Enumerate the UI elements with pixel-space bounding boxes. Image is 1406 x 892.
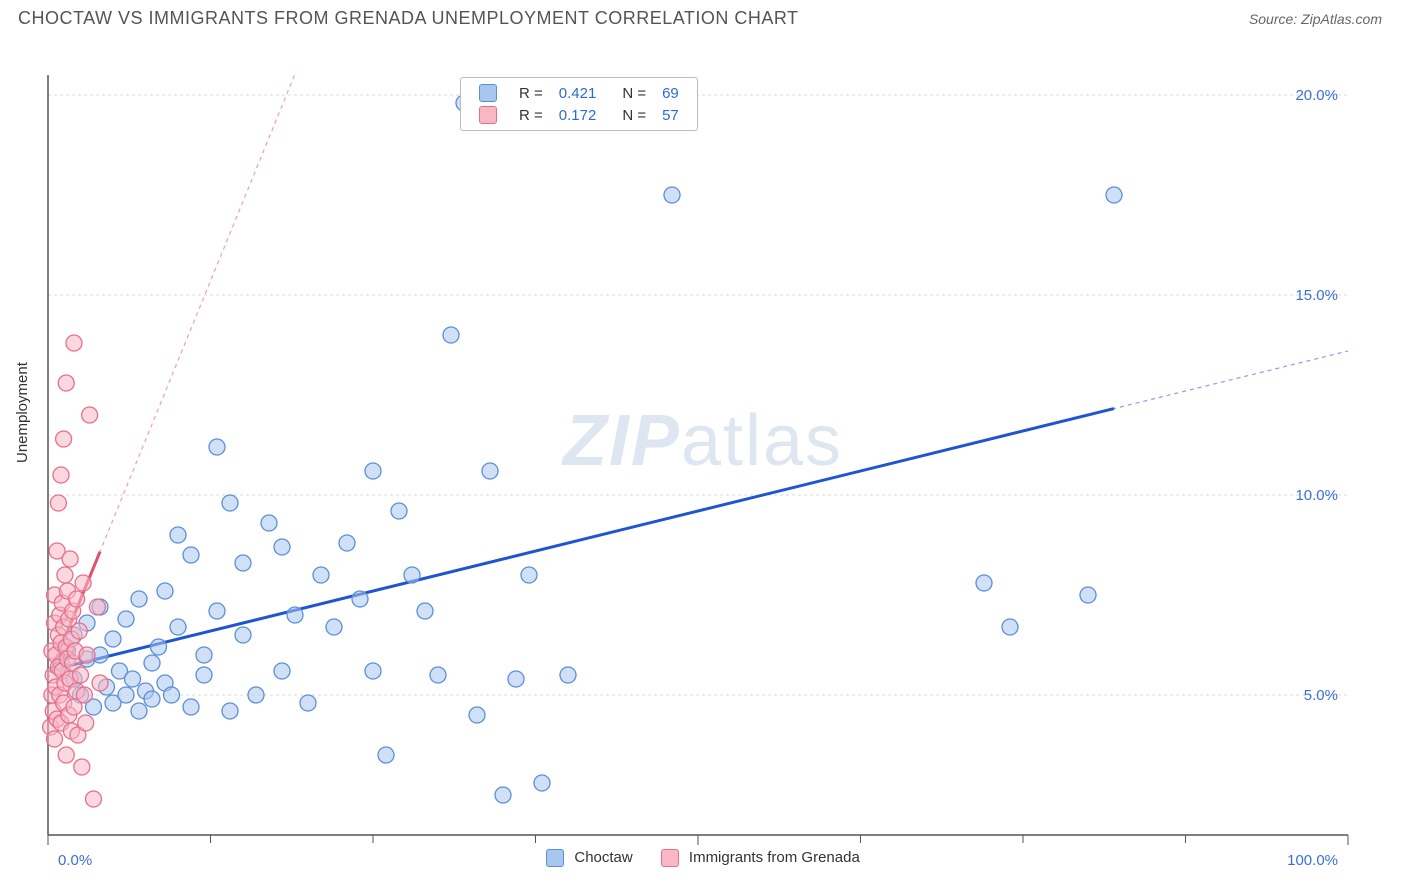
chart-container: Unemployment 5.0%10.0%15.0%20.0%0.0%100.… (0, 33, 1406, 883)
correlation-legend: R =0.421N =69R =0.172N =57 (460, 77, 698, 131)
source-label: Source: ZipAtlas.com (1249, 11, 1382, 27)
svg-text:10.0%: 10.0% (1295, 487, 1338, 504)
svg-text:5.0%: 5.0% (1304, 687, 1338, 704)
scatter-plot: 5.0%10.0%15.0%20.0%0.0%100.0% (0, 33, 1406, 883)
legend-item: Immigrants from Grenada (661, 849, 860, 867)
svg-text:20.0%: 20.0% (1295, 87, 1338, 104)
svg-text:15.0%: 15.0% (1295, 287, 1338, 304)
chart-title: CHOCTAW VS IMMIGRANTS FROM GRENADA UNEMP… (18, 8, 799, 29)
legend-item: Choctaw (546, 849, 633, 867)
series-legend: Choctaw Immigrants from Grenada (0, 849, 1406, 867)
